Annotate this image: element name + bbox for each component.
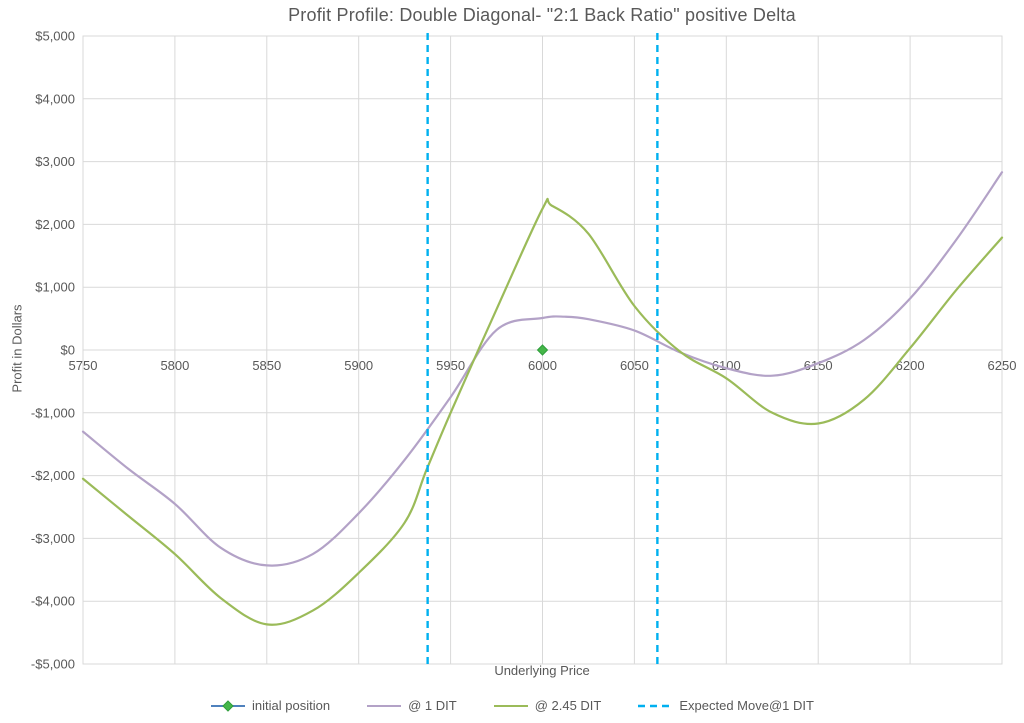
y-tick-label: $4,000: [35, 91, 75, 106]
y-tick-label: -$5,000: [31, 657, 75, 672]
legend-label-expected-move: Expected Move@1 DIT: [679, 698, 814, 713]
expected-move-legend-marker: [638, 704, 673, 707]
series-marker-initial-position: [536, 344, 549, 356]
plot-area: $5,000 $4,000 $3,000 $2,000 $1,000 $0 -$1,000 -…: [31, 29, 1017, 672]
legend-item-2-45-dit: @ 2.45 DIT: [493, 698, 602, 713]
plot-border: [82, 35, 1003, 665]
y-tick-label: -$4,000: [31, 594, 75, 609]
series-line-1-dit: [81, 171, 1004, 567]
legend-label-initial-position: initial position: [252, 698, 331, 713]
y-tick-label: $2,000: [35, 217, 75, 232]
x-tick-label: 5950: [436, 358, 465, 373]
x-tick-label: 6200: [896, 358, 925, 373]
two-45-dit-legend-marker: [493, 704, 528, 707]
x-axis-title: Underlying Price: [494, 663, 590, 678]
x-tick-label: 5850: [252, 358, 281, 373]
y-tick-label: -$3,000: [31, 531, 75, 546]
series-line-2-45-dit: [81, 197, 1004, 626]
x-tick-label: 5900: [344, 358, 373, 373]
legend-item-expected-move: Expected Move@1 DIT: [637, 698, 814, 713]
x-tick-label: 5800: [160, 358, 189, 373]
y-tick-label: $1,000: [35, 280, 75, 295]
x-tick-label: 6000: [528, 358, 557, 373]
legend-item-1-dit: @ 1 DIT: [366, 698, 457, 713]
legend-label-2-45-dit: @ 2.45 DIT: [534, 698, 602, 713]
x-tick-label: 6250: [988, 358, 1017, 373]
x-tick-label: 6050: [620, 358, 649, 373]
y-tick-label: $3,000: [35, 154, 75, 169]
y-tick-label: -$1,000: [31, 405, 75, 420]
y-tick-label: $0: [61, 343, 75, 358]
initial-position-legend-marker: [211, 699, 246, 712]
x-tick-label: 5750: [69, 358, 98, 373]
legend-label-1-dit: @ 1 DIT: [408, 698, 457, 713]
y-tick-label: -$2,000: [31, 468, 75, 483]
one-dit-legend-marker: [367, 704, 402, 707]
x-tick-label: 6150: [804, 358, 833, 373]
legend: initial position @ 1 DIT @ 2.45 DIT Expe…: [0, 698, 1024, 713]
y-tick-label: $5,000: [35, 29, 75, 44]
chart-title: Profit Profile: Double Diagonal- "2:1 Ba…: [288, 5, 796, 25]
legend-item-initial-position: initial position: [210, 698, 330, 713]
